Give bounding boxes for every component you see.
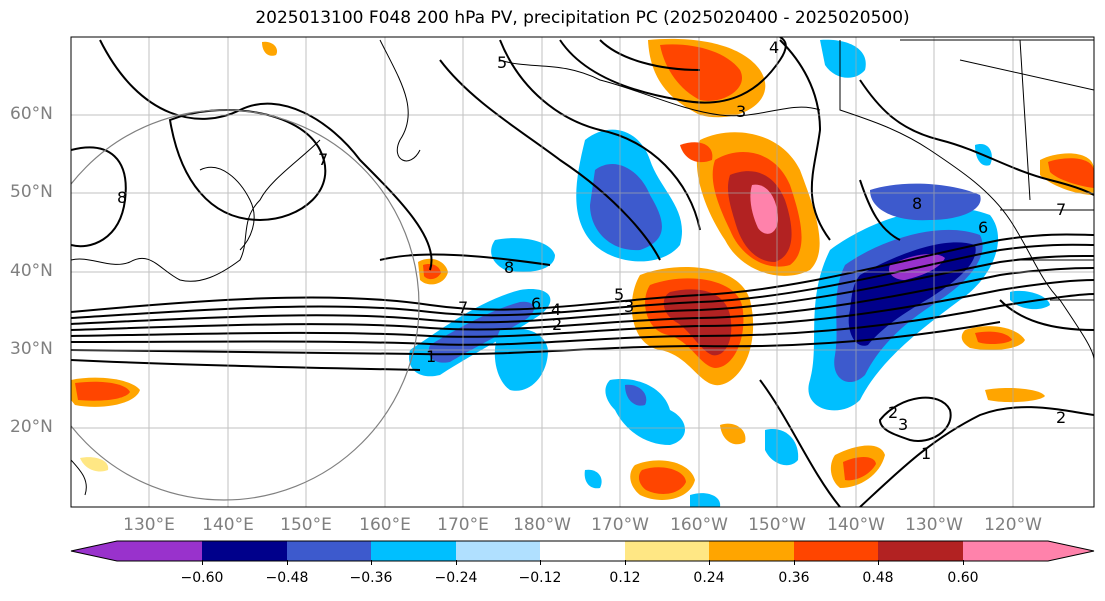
lon-label: 130°W [905,515,963,535]
lon-label: 160°E [359,515,411,535]
contour-label: 1 [426,347,437,366]
colorbar-swatch [117,541,202,561]
colorbar-tick-mark [625,560,626,565]
colorbar-tick-mark [202,560,203,565]
colorbar-tick-label: 0.12 [609,570,641,586]
lat-label-60n: 60°N [10,104,53,124]
contour-label: 3 [898,415,909,434]
colorbar-tick-label: 0.36 [778,570,810,586]
contour-label: 8 [504,258,515,277]
lon-label: 160°W [670,515,728,535]
colorbar-tick-label: 0.60 [947,570,979,586]
lon-label: 140°W [827,515,885,535]
colorbar-swatch [287,541,371,561]
lon-label: 140°E [202,515,254,535]
contour-label: 6 [531,294,542,313]
contour-label: 3 [624,297,635,316]
colorbar-swatch [456,541,540,561]
colorbar-swatch [371,541,456,561]
colorbar-swatch [625,541,709,561]
colorbar-tick-label: −0.48 [265,570,309,586]
projection-circle [71,109,420,501]
contour-label: 5 [614,285,625,304]
colorbar-tick-mark [540,560,541,565]
colorbar-tick-mark [794,560,795,565]
map-gridlines [71,37,1094,507]
pv-contours [71,37,1094,507]
colorbar-swatch [202,541,287,561]
colorbar-swatch [794,541,878,561]
contour-label: 5 [497,53,508,72]
contour-label: 4 [769,38,780,57]
colorbar-tick-mark [287,560,288,565]
colorbar-tick-mark [456,560,457,565]
contour-label: 8 [117,188,128,207]
contour-label: 6 [978,218,989,237]
lat-label-50n: 50°N [10,182,53,202]
map-title: 2025013100 F048 200 hPa PV, precipitatio… [255,8,910,28]
contour-label: 2 [888,403,899,422]
colorbar [70,540,1095,562]
lon-label: 150°E [280,515,332,535]
contour-label: 7 [458,298,469,317]
contour-label: 8 [912,194,923,213]
colorbar-tick-label: −0.60 [180,570,224,586]
colorbar-tick-mark [963,560,964,565]
colorbar-low-arrow [71,541,117,561]
colorbar-tick-label: −0.12 [518,570,562,586]
colorbar-tick-label: −0.36 [349,570,393,586]
contour-label: 2 [552,315,563,334]
lon-label: 150°W [748,515,806,535]
colorbar-tick-label: 0.48 [862,570,894,586]
colorbar-tick-label: −0.24 [434,570,478,586]
contour-label: 7 [1056,200,1067,219]
colorbar-high-arrow [1048,541,1094,561]
colorbar-swatch [540,541,625,561]
contour-label: 2 [1056,408,1067,427]
contour-label: 1 [921,444,932,463]
colorbar-swatch [709,541,794,561]
lon-label: 170°W [591,515,649,535]
lat-label-40n: 40°N [10,261,53,281]
contour-label: 7 [318,150,329,169]
colorbar-tick-label: 0.24 [693,570,725,586]
colorbar-tick-mark [371,560,372,565]
colorbar-tick-mark [709,560,710,565]
lon-label: 130°E [123,515,175,535]
lon-label: 170°E [437,515,489,535]
colorbar-swatch [963,541,1048,561]
contour-label: 3 [736,102,747,121]
colorbar-swatch [878,541,963,561]
lon-label: 120°W [984,515,1042,535]
lat-label-30n: 30°N [10,339,53,359]
lat-label-20n: 20°N [10,417,53,437]
lon-label: 180°W [513,515,571,535]
contour-label: 4 [551,300,562,319]
coastlines [71,39,1094,496]
colorbar-tick-mark [878,560,879,565]
